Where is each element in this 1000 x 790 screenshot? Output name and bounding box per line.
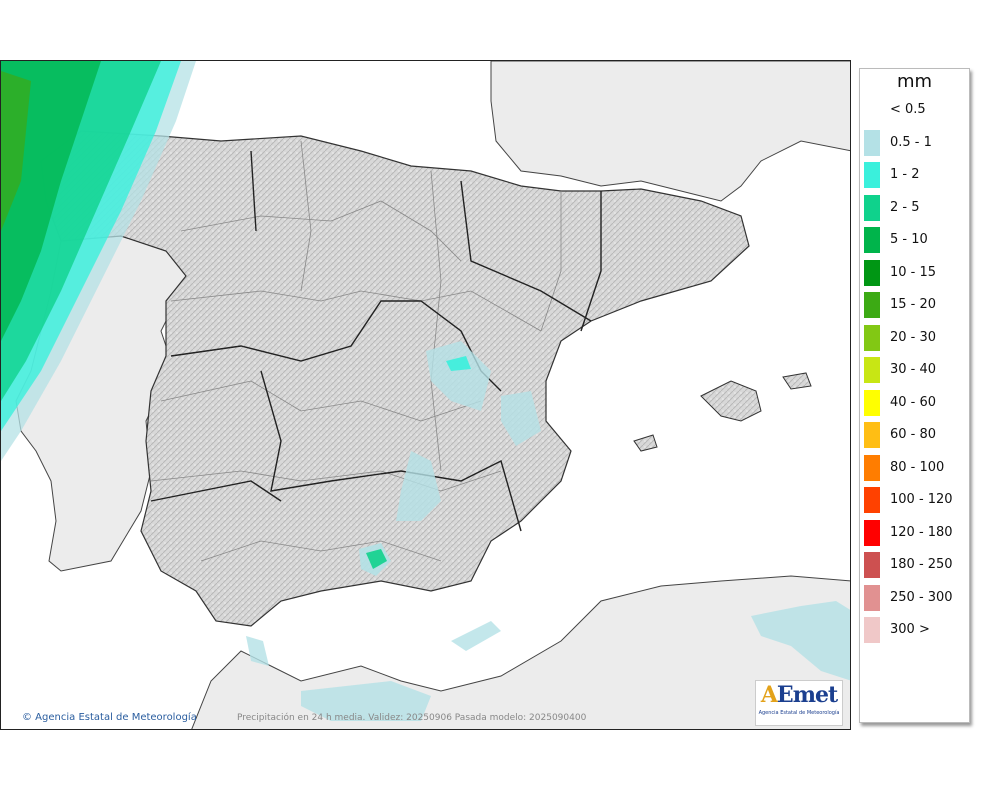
legend-swatch: [864, 259, 880, 286]
map-caption: Precipitación en 24 h media. Validez: 20…: [237, 713, 587, 723]
legend-label: 5 - 10: [890, 232, 928, 247]
menorca: [782, 372, 812, 390]
legend-item: 300 >: [864, 617, 968, 643]
map-canvas: [1, 61, 850, 729]
precip-0.5-1-algeria: [751, 601, 850, 681]
legend-label: 100 - 120: [890, 492, 953, 507]
precip-0.5-1-africa: [301, 681, 431, 721]
legend-label: 2 - 5: [890, 199, 920, 215]
legend-label: 60 - 80: [890, 427, 937, 442]
precip-1-2-center: [446, 356, 471, 371]
legend-item: 60 - 80: [864, 422, 968, 448]
legend-item: 100 - 120: [864, 487, 968, 513]
region-borders: [150, 140, 562, 562]
france-landmass: [490, 61, 850, 202]
legend-swatch: [864, 97, 880, 123]
legend-swatch: [864, 584, 880, 611]
legend-swatch: [864, 454, 880, 481]
ibiza: [633, 434, 658, 452]
legend-item: 1 - 2: [864, 162, 968, 188]
legend-unit: mm: [896, 71, 933, 92]
legend-label: 180 - 250: [890, 557, 953, 572]
legend-item: 40 - 60: [864, 389, 968, 416]
legend-swatch: [864, 292, 880, 318]
legend-swatch: [864, 552, 880, 578]
legend-item: 120 - 180: [864, 519, 968, 546]
legend-label: 80 - 100: [890, 459, 945, 475]
legend-item: 15 - 20: [864, 292, 968, 318]
legend-label: 20 - 30: [890, 329, 937, 345]
legend-item: 5 - 10: [864, 227, 968, 253]
precip-0.5-1-southeast: [396, 451, 441, 521]
legend-swatch: [864, 487, 880, 513]
precipitation-overlay: [1, 61, 850, 721]
legend-swatch: [864, 194, 880, 221]
legend-label: < 0.5: [890, 102, 926, 117]
legend-label: 1 - 2: [890, 167, 920, 182]
precip-0.5-1-strait: [246, 636, 269, 666]
legend-label: 0.5 - 1: [890, 134, 932, 150]
aemet-logo: AEmet Agencia Estatal de Meteorología: [755, 680, 843, 726]
legend-swatch: [864, 129, 880, 156]
legend-swatch: [864, 519, 880, 546]
legend-label: 10 - 15: [890, 264, 937, 280]
legend-label: 40 - 60: [890, 394, 937, 410]
copyright-notice: © Agencia Estatal de Meteorología: [22, 712, 197, 723]
legend-item: 0.5 - 1: [864, 129, 968, 156]
legend-item: < 0.5: [864, 97, 968, 123]
legend-item: 250 - 300: [864, 584, 968, 611]
map-panel: AEmet Agencia Estatal de Meteorología: [0, 60, 851, 730]
precip-0.5-1-center: [426, 341, 491, 411]
legend-item: 2 - 5: [864, 194, 968, 221]
legend-label: 15 - 20: [890, 297, 937, 312]
legend: mm < 0.5 0.5 - 1 1 - 2 2 - 5 5 - 10 10 - 15 15…: [859, 68, 970, 723]
legend-item: 10 - 15: [864, 259, 968, 286]
legend-swatch: [864, 357, 880, 383]
legend-swatch: [864, 617, 880, 643]
legend-label: 120 - 180: [890, 524, 953, 540]
precip-0.5-1-alboran: [451, 621, 501, 651]
precip-15-20-west: [1, 71, 31, 231]
legend-label: 250 - 300: [890, 589, 953, 605]
legend-swatch: [864, 324, 880, 351]
mallorca: [700, 380, 762, 422]
precip-0.5-1-valencia: [501, 391, 541, 446]
legend-label: 300 >: [890, 622, 930, 637]
legend-item: 30 - 40: [864, 357, 968, 383]
legend-item: 180 - 250: [864, 552, 968, 578]
legend-item: 20 - 30: [864, 324, 968, 351]
legend-swatch: [864, 389, 880, 416]
legend-item: 80 - 100: [864, 454, 968, 481]
legend-label: 30 - 40: [890, 362, 937, 377]
precip-2-5-granada: [366, 549, 387, 569]
legend-swatch: [864, 422, 880, 448]
legend-swatch: [864, 162, 880, 188]
spain-landmass: [40, 130, 750, 627]
legend-swatch: [864, 227, 880, 253]
